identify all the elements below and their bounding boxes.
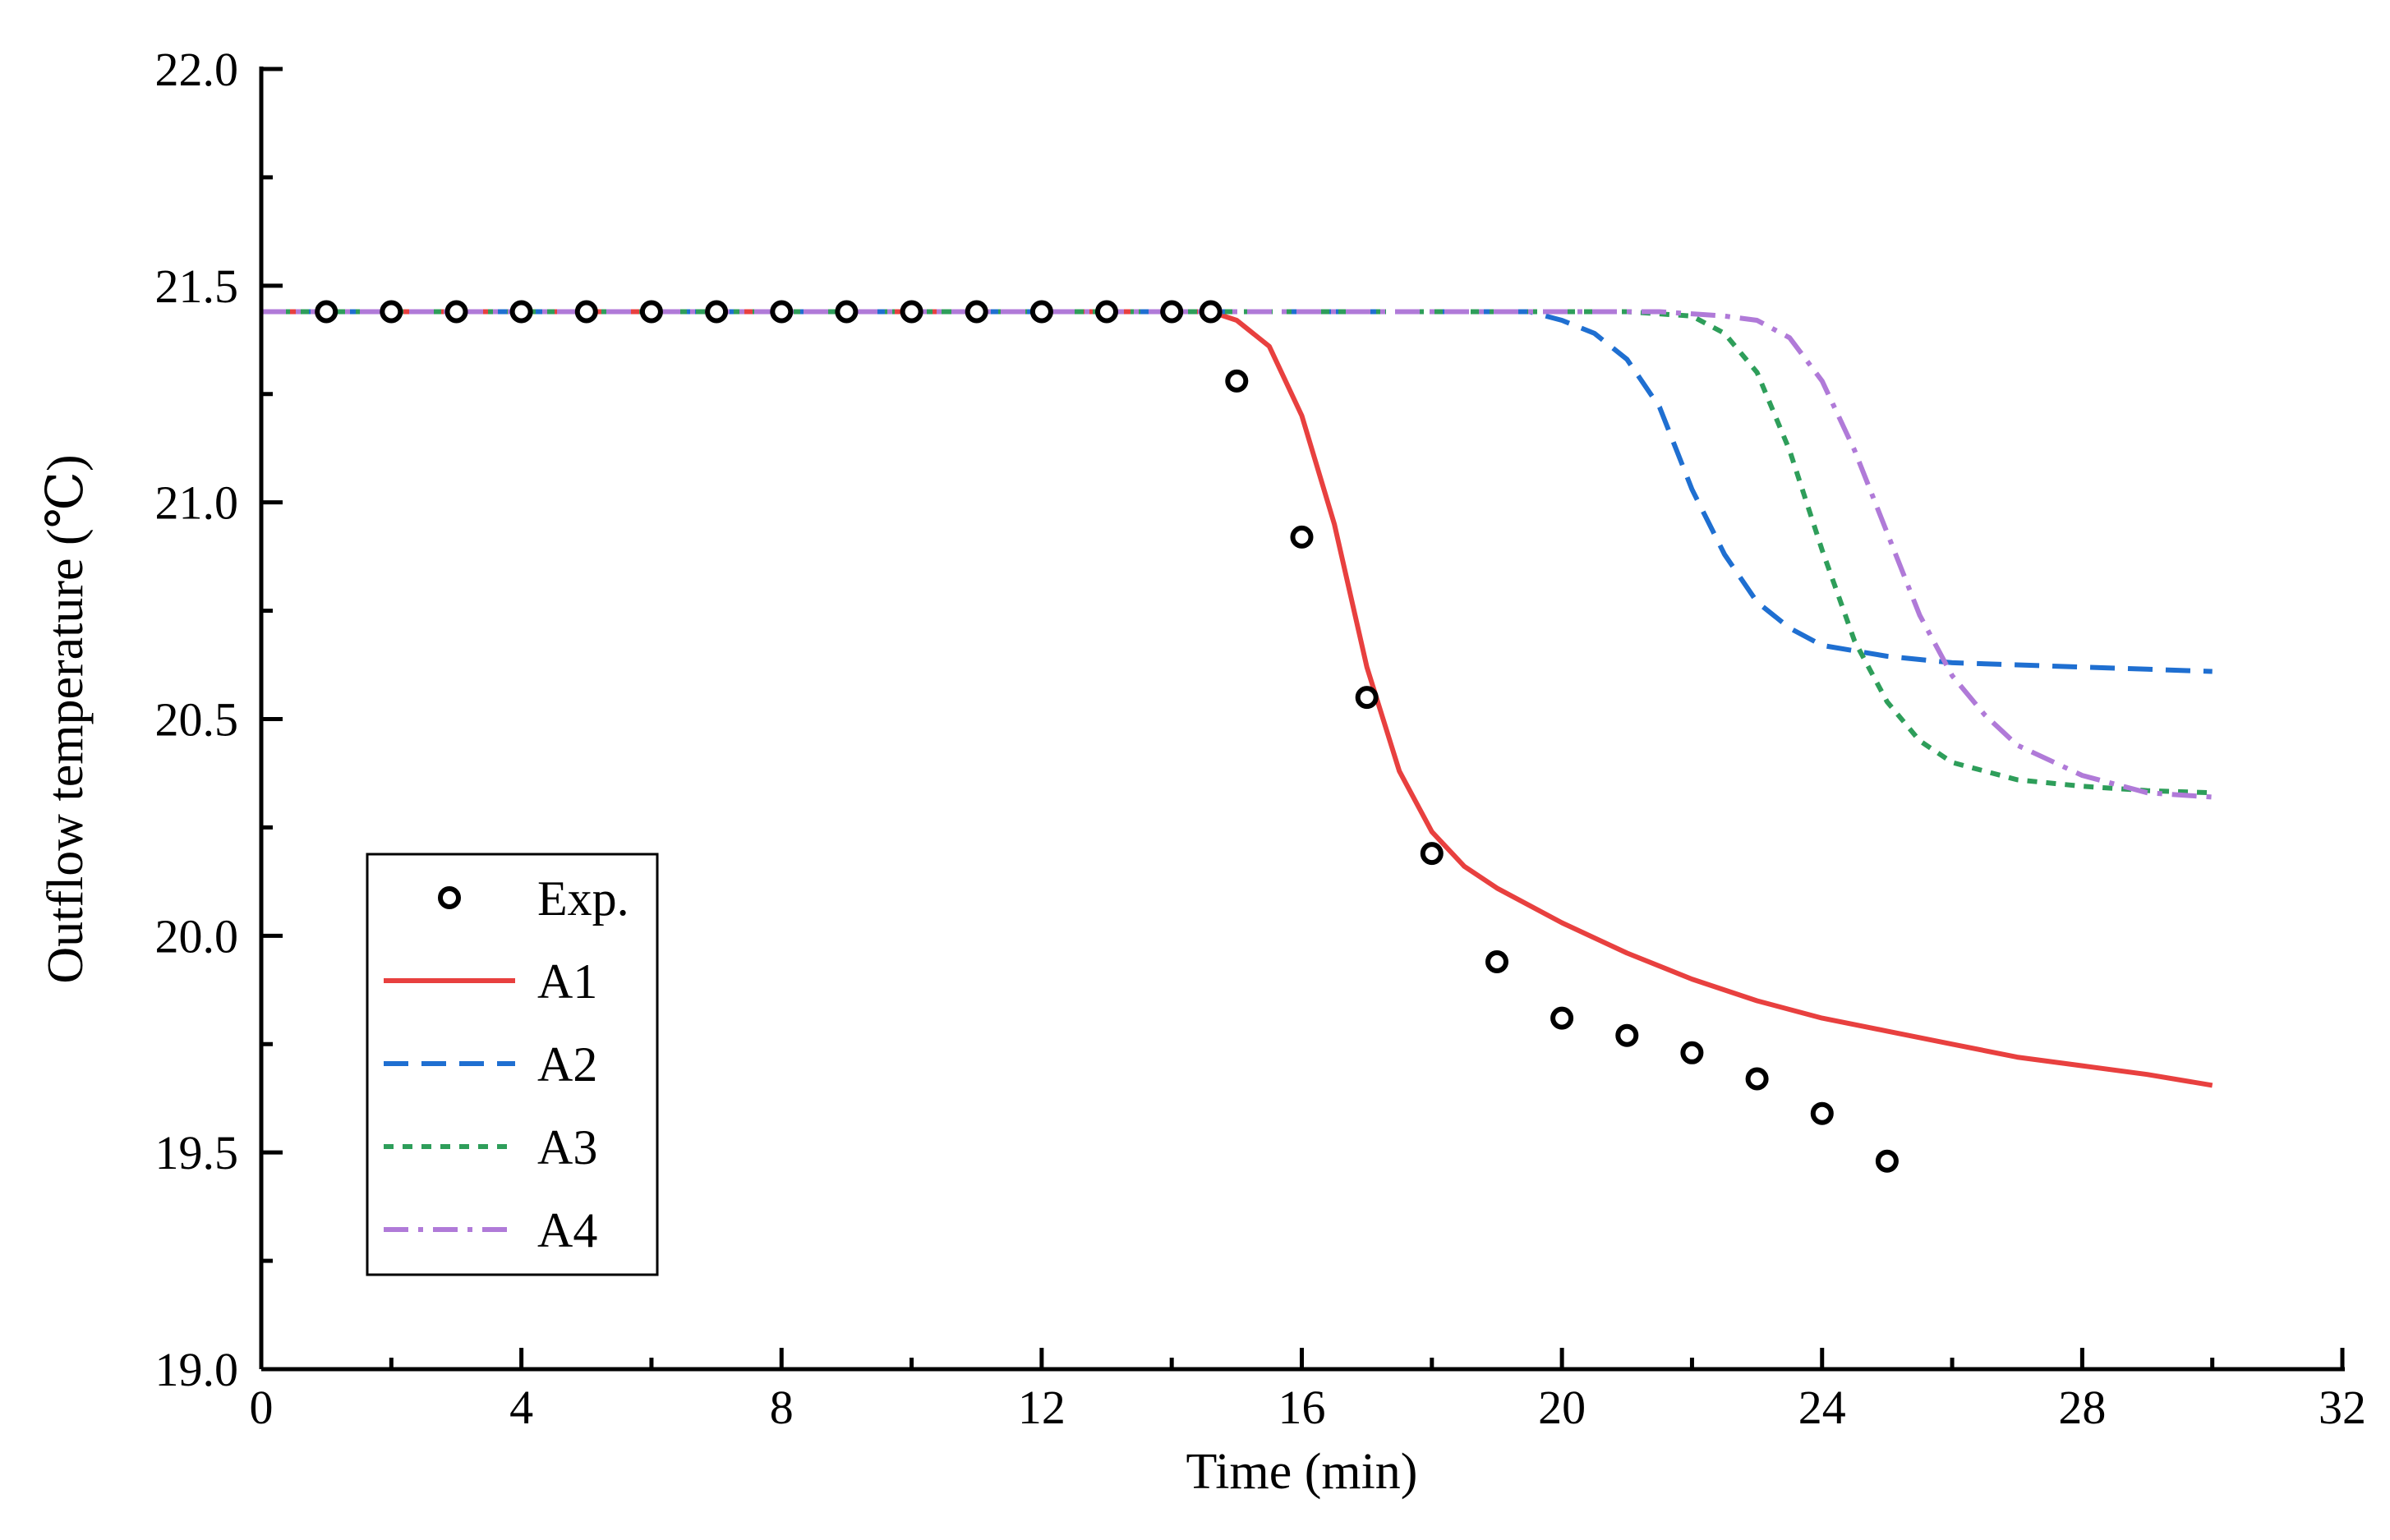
exp-point-21 — [1615, 1023, 1639, 1047]
x-tick-label: 20 — [1538, 1381, 1586, 1434]
exp-point-23 — [1745, 1067, 1769, 1091]
legend-marker-exp — [438, 886, 461, 909]
x-tick-label: 12 — [1018, 1381, 1066, 1434]
exp-point-13 — [1160, 300, 1184, 324]
exp-point-19 — [1485, 950, 1508, 973]
x-tick-label: 24 — [1798, 1381, 1846, 1434]
exp-point-3 — [509, 300, 533, 324]
legend-label-a3: A3 — [537, 1120, 597, 1175]
series-line-a1 — [261, 309, 2213, 1088]
exp-point-0 — [315, 300, 338, 324]
exp-point-10 — [965, 300, 988, 324]
x-tick-label: 0 — [250, 1381, 274, 1434]
exp-point-17 — [1355, 686, 1379, 710]
exp-point-11 — [1029, 300, 1053, 324]
series-line-a3 — [261, 309, 2213, 796]
exp-point-12 — [1095, 300, 1118, 324]
x-tick-label: 32 — [2319, 1381, 2366, 1434]
exp-point-7 — [770, 300, 794, 324]
exp-point-8 — [835, 300, 859, 324]
exp-point-4 — [574, 300, 598, 324]
y-tick-label: 20.5 — [155, 693, 239, 747]
x-axis-title: Time (min) — [1186, 1444, 1418, 1500]
exp-point-2 — [444, 300, 468, 324]
x-tick-label: 4 — [509, 1381, 533, 1434]
legend-label-a2: A2 — [537, 1037, 597, 1092]
series-group — [261, 300, 2213, 1173]
exp-point-14 — [1199, 300, 1223, 324]
legend-label-exp: Exp. — [537, 871, 629, 926]
y-tick-label: 22.0 — [155, 43, 239, 96]
axes-group: 0 4 8 12 16 20 24 28 32 19.0 19.5 20.0 20.5 21.0 21.5 2… — [38, 43, 2366, 1500]
exp-point-18 — [1420, 842, 1444, 866]
exp-point-24 — [1810, 1101, 1834, 1125]
exp-point-15 — [1225, 369, 1249, 393]
x-tick-label: 16 — [1278, 1381, 1326, 1434]
y-tick-label: 20.0 — [155, 909, 239, 963]
y-tick-label: 19.5 — [155, 1126, 239, 1179]
legend: Exp. A1 A2 A3 A4 — [366, 853, 659, 1276]
exp-point-22 — [1680, 1041, 1704, 1064]
exp-point-25 — [1875, 1149, 1899, 1173]
y-tick-label: 21.0 — [155, 476, 239, 530]
y-axis-title: Outflow temperature (℃) — [38, 454, 94, 983]
legend-label-a4: A4 — [537, 1203, 597, 1257]
exp-point-20 — [1550, 1006, 1574, 1030]
exp-point-5 — [639, 300, 663, 324]
y-tick-label: 19.0 — [155, 1343, 239, 1396]
y-tick-label: 21.5 — [155, 260, 239, 313]
exp-point-1 — [380, 300, 403, 324]
exp-point-6 — [705, 300, 729, 324]
legend-label-a1: A1 — [537, 954, 597, 1009]
x-tick-label: 8 — [770, 1381, 794, 1434]
x-tick-label: 28 — [2058, 1381, 2106, 1434]
exp-point-9 — [900, 300, 923, 324]
exp-point-16 — [1290, 525, 1314, 549]
series-line-a2 — [261, 309, 2213, 674]
